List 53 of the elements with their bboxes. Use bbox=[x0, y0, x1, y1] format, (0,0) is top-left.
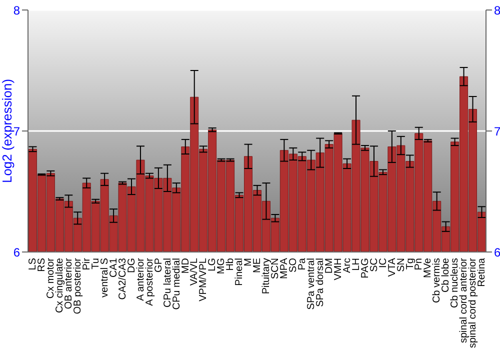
x-tick-label: ventral S bbox=[99, 258, 110, 298]
x-tick-label: ME bbox=[252, 258, 264, 273]
x-tick-label: OB posterior bbox=[72, 257, 84, 314]
x-tick-label: spinal cord anterior bbox=[458, 257, 470, 344]
x-tick-label: spinal cord posterior bbox=[468, 257, 479, 348]
x-tick-label: SCN bbox=[270, 258, 282, 280]
y2-tick-label: 8 bbox=[494, 3, 500, 18]
x-tick-label: Pituitary bbox=[261, 258, 272, 294]
x-tick-label: MPA bbox=[279, 258, 290, 279]
x-tick-label: RS bbox=[36, 258, 48, 272]
x-tick-label: Cx cingulate bbox=[54, 258, 66, 314]
x-tick-label: LH bbox=[350, 258, 362, 271]
x-tick-label: GP bbox=[153, 258, 164, 272]
x-tick-label: A anterior bbox=[135, 257, 146, 301]
y-tick-label: 6 bbox=[13, 245, 20, 260]
x-tick-label: CA2/CA3 bbox=[117, 258, 128, 300]
x-tick-label: LG bbox=[207, 258, 218, 272]
x-tick-label: IC bbox=[378, 258, 389, 268]
x-tick-label: Tg bbox=[404, 258, 416, 270]
x-tick-label: OB anterior bbox=[64, 257, 75, 310]
x-tick-label: Pineal bbox=[234, 258, 246, 286]
y-tick-label: 8 bbox=[13, 3, 20, 18]
x-tick-label: Arc bbox=[342, 258, 353, 273]
x-tick-label: CA1 bbox=[108, 258, 120, 278]
y2-tick-label: 6 bbox=[494, 245, 500, 260]
y-axis-title: Log2 (expression) bbox=[0, 78, 15, 184]
x-tick-label: SPa ventral bbox=[306, 258, 317, 310]
x-tick-label: Tu bbox=[90, 258, 102, 270]
x-tick-label: Cb lobe bbox=[440, 258, 452, 292]
y2-tick-label: 7 bbox=[494, 124, 500, 138]
x-tick-label: VTA bbox=[386, 258, 398, 277]
x-tick-label: DG bbox=[126, 258, 138, 273]
x-tick-label: CPu lateral bbox=[162, 258, 174, 308]
x-tick-label: CPu medial bbox=[171, 258, 182, 310]
x-tick-label: Pn bbox=[414, 258, 425, 270]
x-tick-label: VPM/VPL bbox=[198, 258, 210, 302]
y-tick-label: 7 bbox=[13, 124, 20, 138]
x-tick-label: A posterior bbox=[144, 257, 156, 306]
x-tick-label: M bbox=[243, 258, 254, 266]
x-tick-label: MVe bbox=[422, 258, 434, 278]
x-tick-label: Retina bbox=[476, 258, 488, 287]
x-tick-label: Hb bbox=[225, 258, 236, 271]
x-tick-label: Pa bbox=[297, 258, 308, 270]
x-tick-label: SC bbox=[368, 258, 380, 272]
x-tick-label: Pir bbox=[81, 257, 92, 270]
x-tick-label: VMH bbox=[332, 258, 344, 280]
x-tick-label: SO bbox=[288, 258, 300, 272]
x-tick-label: LS bbox=[28, 258, 39, 270]
x-tick-label: DM bbox=[324, 258, 335, 274]
x-tick-label: Cb nucleus bbox=[450, 258, 461, 308]
x-tick-label: SN bbox=[396, 258, 407, 272]
x-tick-label: PAG bbox=[360, 258, 371, 278]
x-tick-label: SPa dorsal bbox=[314, 258, 326, 307]
